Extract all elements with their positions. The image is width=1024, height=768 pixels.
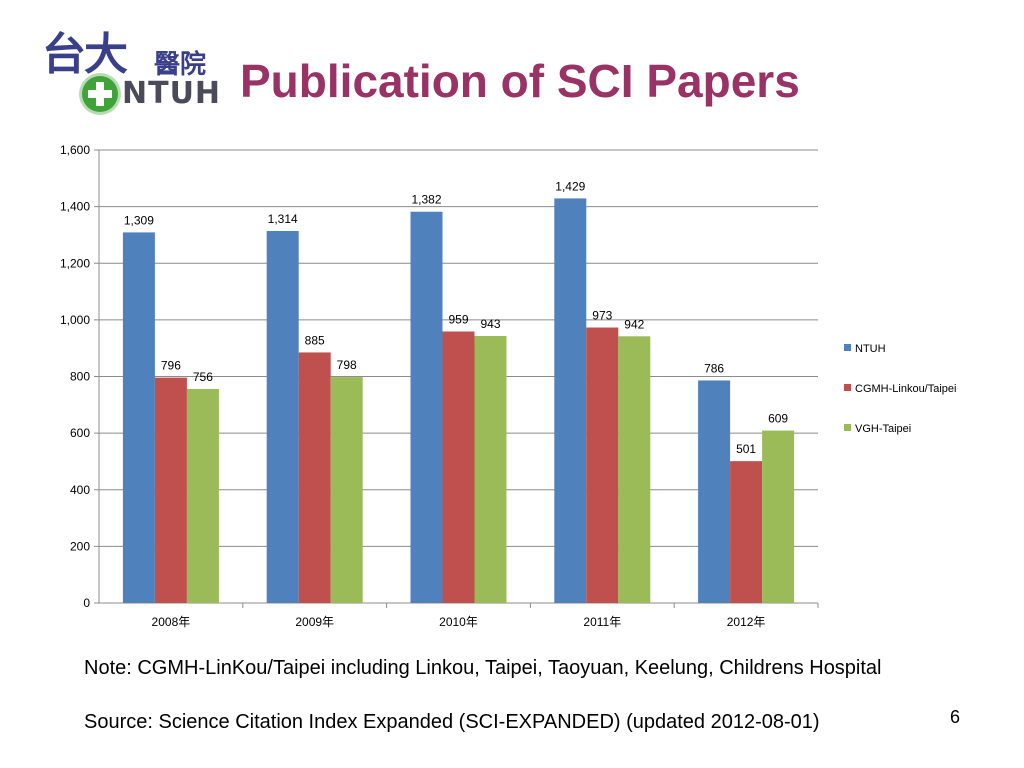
data-label: 973: [592, 309, 612, 323]
y-tick-label: 1,400: [60, 200, 90, 214]
bar: [554, 198, 587, 603]
y-tick-label: 400: [70, 483, 90, 497]
bar: [122, 232, 155, 603]
x-tick-label: 2011年: [583, 615, 621, 629]
data-label: 609: [768, 412, 788, 426]
x-tick-label: 2008年: [152, 615, 191, 629]
bar: [698, 380, 731, 603]
y-tick-label: 600: [70, 426, 90, 440]
data-label: 501: [736, 442, 756, 456]
data-label: 1,309: [124, 213, 154, 227]
bar: [154, 377, 187, 603]
data-label: 1,314: [268, 212, 298, 226]
x-tick-label: 2009年: [295, 615, 334, 629]
x-tick-label: 2010年: [439, 615, 478, 629]
y-tick-label: 1,200: [60, 256, 90, 270]
bar: [762, 430, 795, 603]
data-label: 943: [480, 317, 500, 331]
y-tick-label: 1,000: [60, 313, 90, 327]
slide-title: Publication of SCI Papers: [240, 55, 800, 107]
logo-text-top: 台大: [42, 29, 128, 80]
legend-label: VGH-Taipei: [855, 423, 911, 435]
bar: [586, 327, 619, 603]
legend-swatch: [844, 424, 851, 431]
source-line: Source: Science Citation Index Expanded …: [84, 711, 820, 733]
y-tick-label: 0: [83, 596, 90, 610]
data-label: 786: [704, 361, 724, 375]
bar: [410, 211, 443, 603]
bar: [266, 230, 299, 603]
data-label: 959: [448, 312, 468, 326]
data-label: 796: [161, 359, 181, 373]
bar: [474, 336, 507, 603]
bar: [730, 461, 763, 603]
legend-swatch: [844, 384, 851, 391]
x-tick-label: 2012年: [727, 615, 766, 629]
legend-label: NTUH: [855, 343, 886, 355]
data-label: 885: [305, 333, 325, 347]
legend-swatch: [844, 344, 851, 351]
data-label: 798: [337, 358, 357, 372]
y-tick-label: 1,600: [60, 143, 90, 157]
page-number: 6: [950, 707, 961, 727]
bar: [186, 388, 219, 603]
bar: [442, 331, 475, 603]
footnote: Note: CGMH-LinKou/Taipei including Linko…: [84, 657, 882, 679]
bar: [298, 352, 331, 603]
bar: [618, 336, 651, 603]
logo-text-bottom: NTUH: [122, 76, 222, 111]
medical-cross-icon: [82, 76, 118, 112]
bar: [330, 377, 363, 603]
y-tick-label: 800: [70, 370, 90, 384]
ntuh-logo: 台大 醫院 NTUH: [38, 14, 228, 114]
logo-text-top-small: 醫院: [154, 50, 207, 80]
y-tick-label: 200: [70, 539, 90, 553]
legend-label: CGMH-Linkou/Taipei: [855, 383, 956, 395]
data-label: 1,429: [555, 179, 585, 193]
data-label: 942: [624, 317, 644, 331]
data-label: 1,382: [411, 193, 441, 207]
data-label: 756: [193, 370, 213, 384]
bar-chart: 0 200 400 600 800 1,000 1,200 1,400 1,600 1,309 79…: [60, 143, 957, 629]
